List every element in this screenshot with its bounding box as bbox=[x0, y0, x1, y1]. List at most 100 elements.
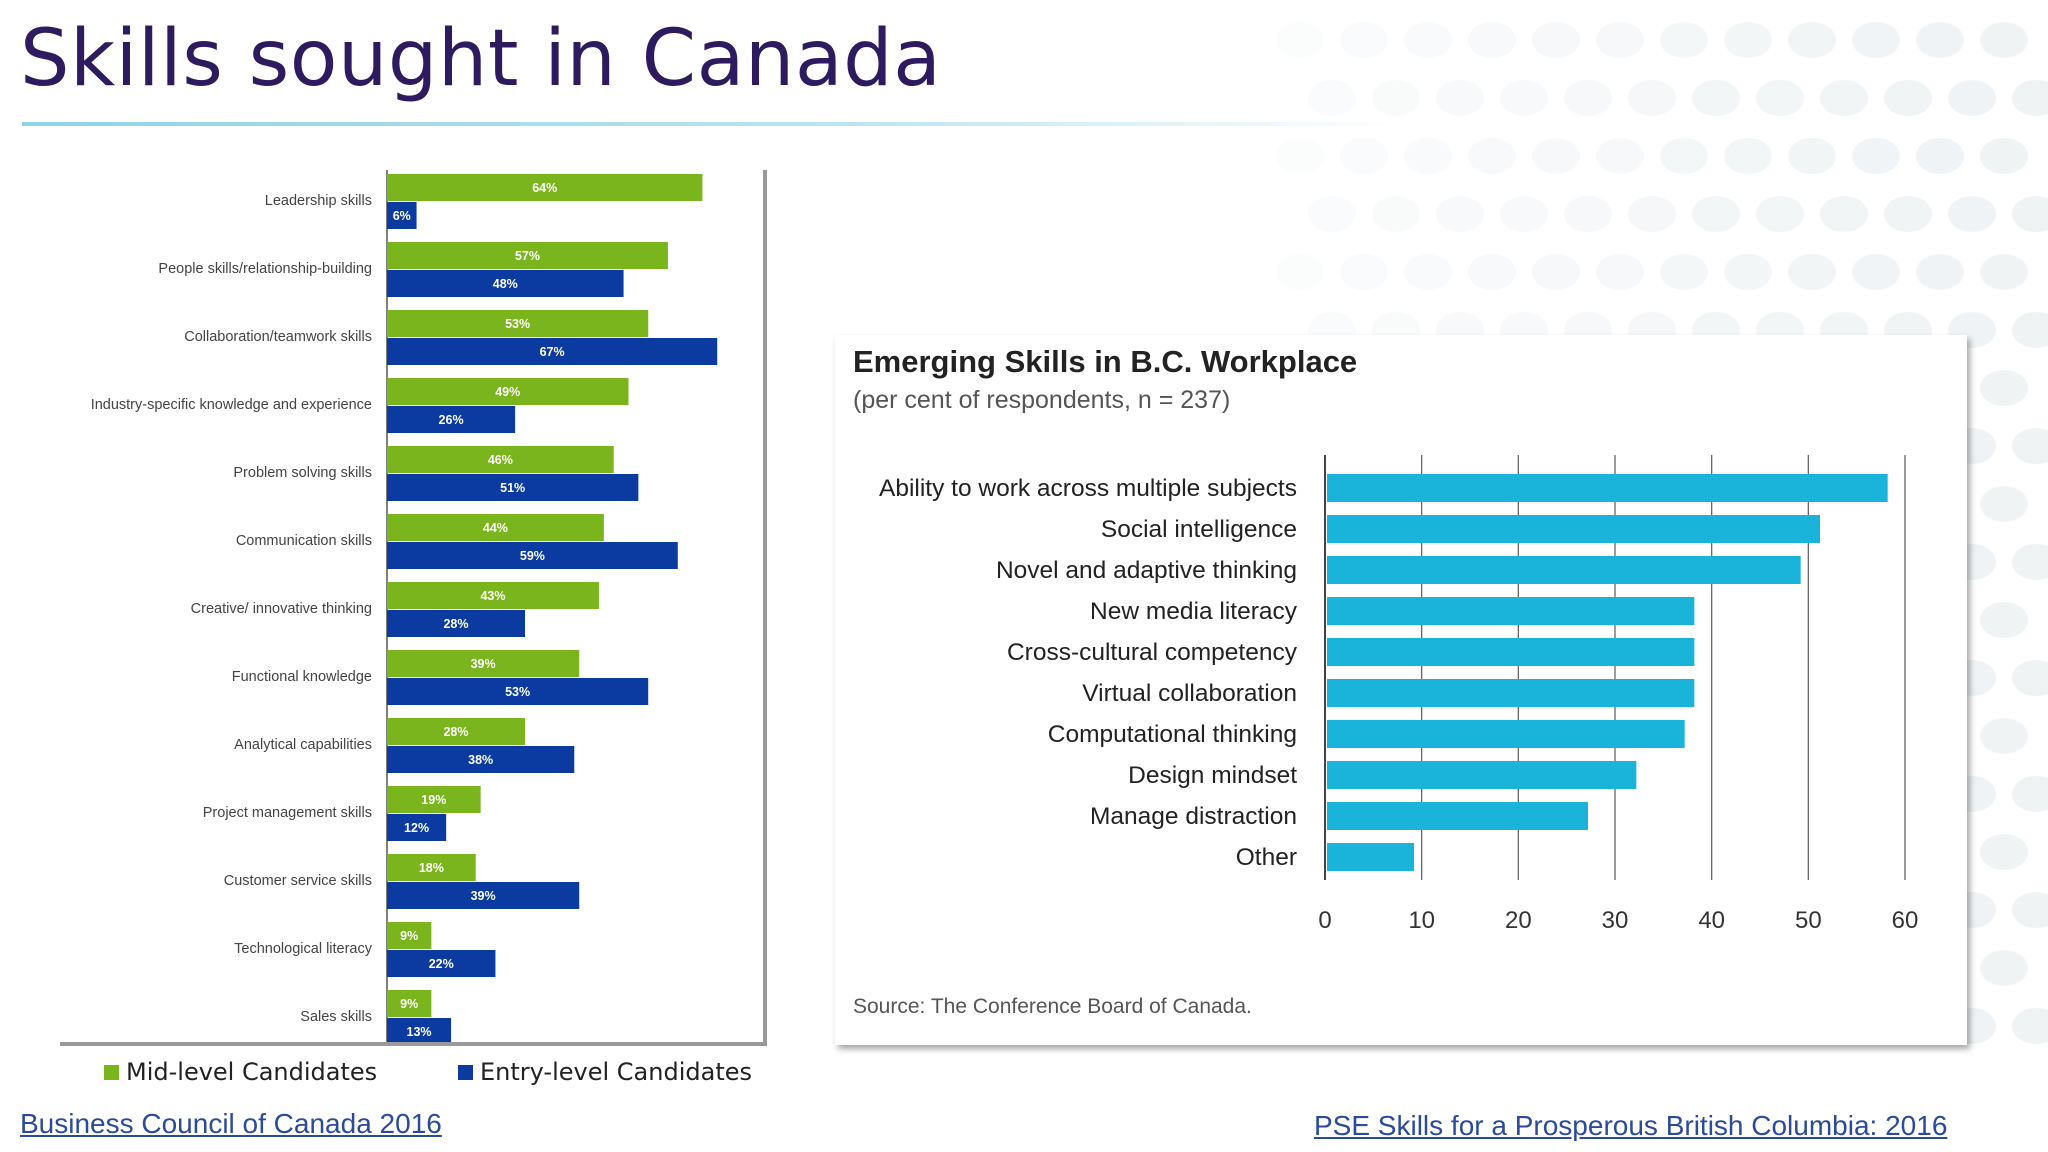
emerging-skill-bar bbox=[1327, 474, 1888, 502]
bar-value-label: 43% bbox=[480, 589, 505, 603]
background-dot bbox=[1852, 22, 1900, 58]
category-label: Sales skills bbox=[300, 1009, 372, 1025]
x-tick-label: 40 bbox=[1698, 907, 1725, 934]
background-dot bbox=[2012, 776, 2048, 812]
legend-mid-level-swatch bbox=[104, 1064, 119, 1080]
background-dot bbox=[1980, 138, 2028, 174]
background-dot bbox=[1532, 22, 1580, 58]
legend-entry-level-swatch bbox=[458, 1064, 473, 1080]
skills-by-level-plot: Leadership skills 64% 6% People skills/rela… bbox=[91, 170, 718, 1045]
background-dot bbox=[1532, 138, 1580, 174]
bar-value-label: 12% bbox=[404, 821, 429, 835]
right-source-link[interactable]: PSE Skills for a Prosperous British Colu… bbox=[1314, 1110, 1948, 1141]
category-label: Project management skills bbox=[203, 805, 372, 821]
background-dot bbox=[1660, 254, 1708, 290]
background-dot bbox=[1372, 80, 1420, 116]
background-dot bbox=[2012, 80, 2048, 116]
background-dot bbox=[1628, 196, 1676, 232]
left-source-link[interactable]: Business Council of Canada 2016 bbox=[20, 1108, 442, 1139]
entry-level-bar bbox=[387, 202, 417, 229]
category-label: Communication skills bbox=[236, 533, 372, 549]
bar-value-label: 28% bbox=[443, 617, 468, 631]
background-dot bbox=[1340, 138, 1388, 174]
category-label: Social intelligence bbox=[1101, 516, 1297, 543]
mid-level-bar bbox=[387, 310, 649, 337]
bar-value-label: 13% bbox=[407, 1025, 432, 1039]
bar-value-label: 9% bbox=[400, 997, 418, 1011]
background-dot bbox=[1916, 138, 1964, 174]
background-dot bbox=[1948, 80, 1996, 116]
bar-value-label: 57% bbox=[515, 249, 540, 263]
mid-level-bar bbox=[387, 854, 476, 881]
background-dot bbox=[1980, 602, 2028, 638]
bar-value-label: 6% bbox=[393, 209, 411, 223]
category-label: People skills/relationship-building bbox=[158, 261, 372, 277]
background-dot bbox=[1564, 80, 1612, 116]
bar-value-label: 39% bbox=[471, 657, 496, 671]
mid-level-bar bbox=[387, 446, 614, 473]
entry-level-bar bbox=[387, 950, 496, 977]
background-dot bbox=[1404, 254, 1452, 290]
background-dot bbox=[1276, 22, 1324, 58]
category-label: Industry-specific knowledge and experien… bbox=[91, 397, 372, 413]
background-dot bbox=[1468, 254, 1516, 290]
bar-value-label: 64% bbox=[532, 181, 557, 195]
chart-title: Emerging Skills in B.C. Workplace bbox=[853, 344, 1357, 379]
background-dot bbox=[1596, 138, 1644, 174]
legend-entry-level-label: Entry-level Candidates bbox=[480, 1058, 752, 1086]
background-dot bbox=[2012, 196, 2048, 232]
background-dot bbox=[1948, 196, 1996, 232]
background-dot bbox=[1980, 486, 2028, 522]
background-dot bbox=[1756, 196, 1804, 232]
emerging-skill-bar bbox=[1327, 843, 1414, 871]
bar-value-label: 53% bbox=[505, 317, 530, 331]
bar-value-label: 28% bbox=[443, 725, 468, 739]
background-dot bbox=[1404, 22, 1452, 58]
background-dot bbox=[1852, 254, 1900, 290]
bar-value-label: 9% bbox=[400, 929, 418, 943]
bar-value-label: 39% bbox=[471, 889, 496, 903]
category-label: Problem solving skills bbox=[233, 465, 372, 481]
background-dot bbox=[1436, 80, 1484, 116]
background-dot bbox=[1596, 254, 1644, 290]
background-dot bbox=[1500, 80, 1548, 116]
background-dot bbox=[1756, 80, 1804, 116]
background-dot bbox=[1564, 196, 1612, 232]
background-dot bbox=[1468, 22, 1516, 58]
background-dot bbox=[1980, 370, 2028, 406]
bar-value-label: 44% bbox=[483, 521, 508, 535]
entry-level-bar bbox=[387, 610, 525, 637]
mid-level-bar bbox=[387, 242, 668, 269]
background-dot bbox=[1308, 80, 1356, 116]
mid-level-bar bbox=[387, 786, 481, 813]
category-label: Analytical capabilities bbox=[234, 737, 372, 753]
background-dot bbox=[1660, 22, 1708, 58]
category-label: Cross-cultural competency bbox=[1007, 639, 1298, 666]
bar-value-label: 53% bbox=[505, 685, 530, 699]
background-dot bbox=[1276, 138, 1324, 174]
bar-value-label: 22% bbox=[429, 957, 454, 971]
chart-subtitle: (per cent of respondents, n = 237) bbox=[853, 386, 1230, 414]
entry-level-bar bbox=[387, 270, 624, 297]
background-dot bbox=[1916, 254, 1964, 290]
emerging-skill-bar bbox=[1327, 515, 1820, 543]
background-dot bbox=[1788, 254, 1836, 290]
background-dot bbox=[1788, 138, 1836, 174]
emerging-skill-bar bbox=[1327, 597, 1695, 625]
background-dot bbox=[1916, 22, 1964, 58]
background-dot bbox=[1724, 254, 1772, 290]
x-tick-label: 10 bbox=[1408, 907, 1435, 934]
category-label: Customer service skills bbox=[224, 873, 372, 889]
bar-value-label: 67% bbox=[540, 345, 565, 359]
background-dot bbox=[1692, 80, 1740, 116]
entry-level-bar bbox=[387, 406, 516, 433]
entry-level-bar bbox=[387, 678, 649, 705]
bar-value-label: 19% bbox=[421, 793, 446, 807]
x-tick-label: 60 bbox=[1892, 907, 1919, 934]
background-dot bbox=[1980, 22, 2028, 58]
category-label: Computational thinking bbox=[1048, 721, 1297, 748]
slide-title: Skills sought in Canada bbox=[20, 14, 942, 104]
emerging-skills-plot: Emerging Skills in B.C. Workplace (per ce… bbox=[853, 344, 1919, 1018]
bar-value-label: 46% bbox=[488, 453, 513, 467]
skills-by-level-chart: Leadership skills 64% 6% People skills/rela… bbox=[60, 170, 767, 1046]
